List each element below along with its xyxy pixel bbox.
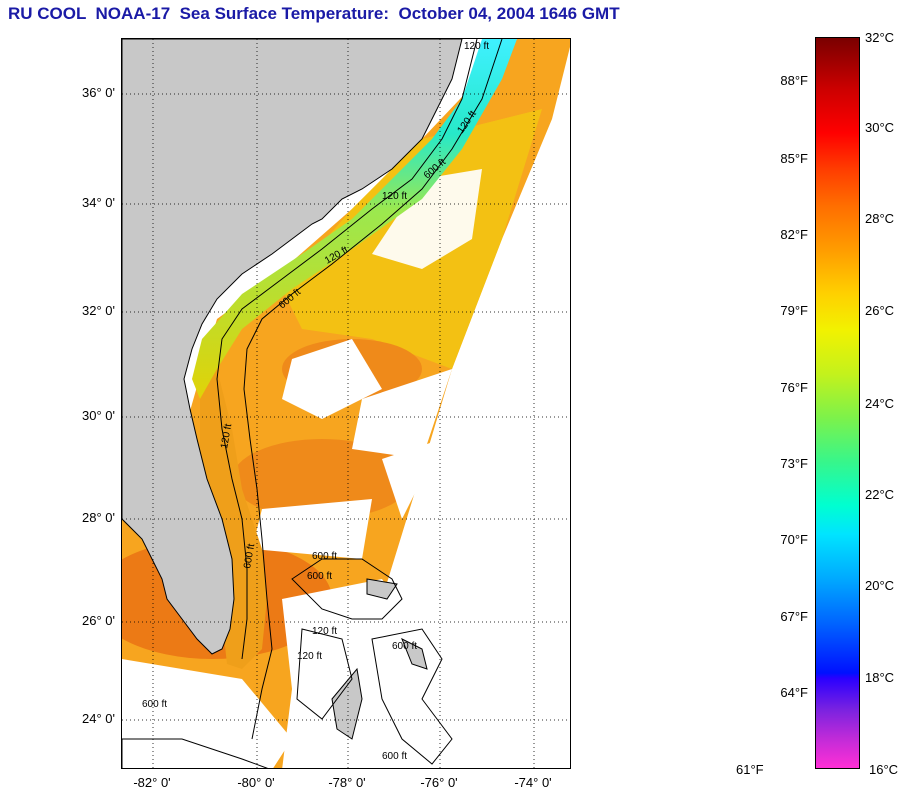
lat-label: 36° 0': [82, 85, 115, 100]
sst-map: 120 ft 120 ft 600 ft 120 ft 600 ft 120 f…: [121, 38, 571, 769]
cloud-patch: [282, 579, 422, 768]
colorbar-f-label: 88°F: [780, 73, 808, 88]
contour-label: 120 ft: [219, 423, 234, 450]
colorbar-f-label: 64°F: [780, 685, 808, 700]
lat-label: 32° 0': [82, 303, 115, 318]
colorbar-c-label: 26°C: [865, 303, 895, 318]
colorbar-c-label: 16°C: [869, 762, 899, 777]
colorbar-c-label: 30°C: [865, 120, 895, 135]
sst-cool-coastal-strip: [192, 39, 517, 419]
lat-label: 24° 0': [82, 711, 115, 726]
cloud-patch: [282, 339, 382, 419]
lon-label: -78° 0': [328, 775, 366, 790]
colorbar-f-label: 85°F: [780, 151, 808, 166]
contour-label: 600 ft: [392, 641, 417, 652]
no-data-region: [372, 104, 570, 768]
contour-label: 600 ft: [142, 699, 167, 710]
sst-orange-patch: [232, 439, 412, 519]
contour-label: 600 ft: [307, 571, 332, 582]
colorbar-c-label: 32°C: [865, 30, 895, 45]
contour-bahamas: [291, 558, 453, 765]
colorbar-f-label: 73°F: [780, 456, 808, 471]
colorbar-c-label: 24°C: [865, 396, 895, 411]
land-us-mainland: [122, 39, 463, 655]
colorbar-c-label: 28°C: [865, 211, 895, 226]
lat-label: 34° 0': [82, 195, 115, 210]
contour-label: 600 ft: [382, 751, 407, 762]
colorbar-f-label: 76°F: [780, 380, 808, 395]
contour-label: 120 ft: [464, 41, 489, 52]
colorbar-c-label: 20°C: [865, 578, 895, 593]
colorbar-f-label: 70°F: [780, 532, 808, 547]
lon-label: -82° 0': [133, 775, 171, 790]
lon-label: -80° 0': [237, 775, 275, 790]
land-bahamas-island: [401, 637, 428, 670]
contour-label: 600 ft: [312, 551, 337, 562]
colorbar-c-label: 18°C: [865, 670, 895, 685]
sst-map-canvas: 120 ft 120 ft 600 ft 120 ft 600 ft 120 f…: [122, 39, 570, 768]
contour-label: 120 ft: [382, 191, 407, 202]
colorbar-f-label: 82°F: [780, 227, 808, 242]
lat-label: 28° 0': [82, 510, 115, 525]
temperature-colorbar: [815, 37, 860, 769]
contour-label: 600 ft: [242, 543, 257, 570]
lon-label: -76° 0': [420, 775, 458, 790]
colorbar-c-label: 22°C: [865, 487, 895, 502]
land-bahamas-island: [331, 667, 363, 740]
lat-label: 30° 0': [82, 408, 115, 423]
cloud-patch: [372, 169, 482, 269]
contour-600ft: [243, 39, 503, 740]
contour-120ft: [216, 39, 478, 660]
lat-label: 26° 0': [82, 613, 115, 628]
contour-label: 120 ft: [297, 651, 322, 662]
cloud-patch: [382, 439, 442, 519]
cloud-patch: [352, 369, 452, 459]
colorbar-f-label: 67°F: [780, 609, 808, 624]
contour-label: 120 ft: [312, 626, 337, 637]
colorbar-f-label: 61°F: [736, 762, 764, 777]
land-cuba-tip: [122, 738, 268, 768]
lon-label: -74° 0': [514, 775, 552, 790]
colorbar-f-label: 79°F: [780, 303, 808, 318]
sst-florida-band: [200, 369, 267, 669]
cloud-patch: [252, 499, 372, 559]
map-title: RU COOL NOAA-17 Sea Surface Temperature:…: [8, 4, 620, 23]
land-bahamas-island: [366, 578, 398, 600]
